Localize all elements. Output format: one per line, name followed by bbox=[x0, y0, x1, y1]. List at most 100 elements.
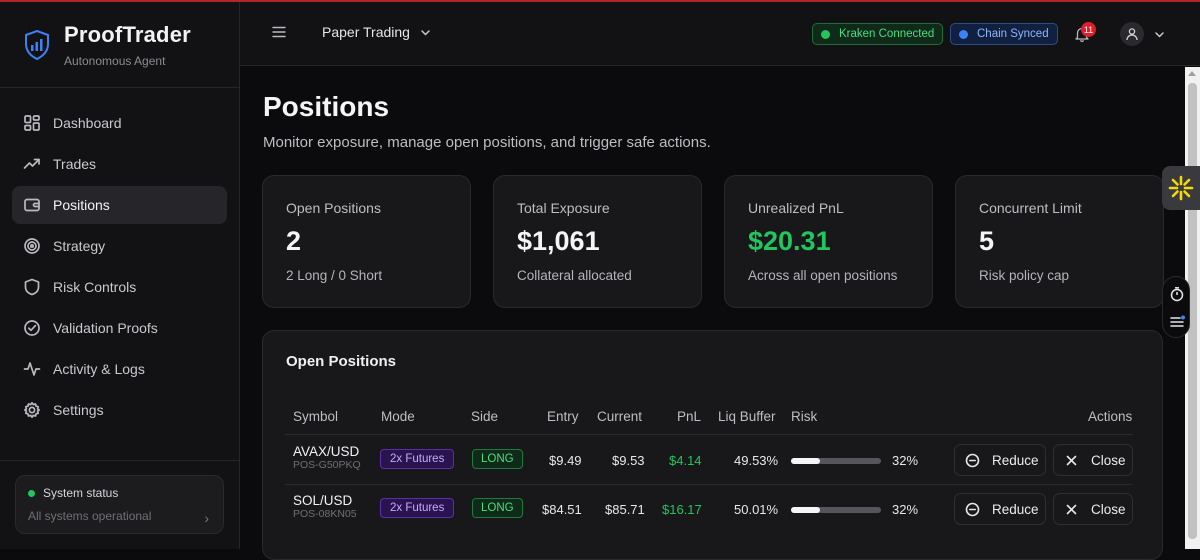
sidebar-item-strategy[interactable]: Strategy bbox=[12, 227, 227, 265]
column-header-symbol: Symbol bbox=[293, 409, 339, 424]
reduce-button[interactable]: Reduce bbox=[954, 444, 1046, 476]
system-status-subtitle: All systems operational bbox=[28, 509, 152, 523]
sidebar-nav: Dashboard Trades Positions Strategy Risk… bbox=[0, 88, 239, 429]
reduce-button-label: Reduce bbox=[992, 452, 1039, 468]
stat-card-total-exposure: Total Exposure $1,061 Collateral allocat… bbox=[493, 175, 702, 308]
position-id: POS-G50PKQ bbox=[293, 459, 361, 471]
risk-bar bbox=[791, 458, 881, 464]
sidebar-item-validation-proofs[interactable]: Validation Proofs bbox=[12, 309, 227, 347]
risk-bar-fill bbox=[791, 507, 820, 513]
symbol-name: SOL/USD bbox=[293, 493, 353, 508]
close-icon bbox=[1066, 504, 1077, 514]
chevron-right-icon: › bbox=[204, 510, 209, 526]
shield-chart-logo-icon bbox=[25, 29, 49, 60]
kraken-status-label: Kraken Connected bbox=[839, 28, 935, 40]
trading-mode-value: Paper Trading bbox=[322, 24, 410, 40]
column-header-risk: Risk bbox=[791, 409, 818, 424]
stat-subtext: 2 Long / 0 Short bbox=[286, 268, 383, 283]
symbol-cell: AVAX/USD POS-G50PKQ bbox=[293, 444, 361, 471]
system-status-card[interactable]: System status All systems operational › bbox=[15, 475, 224, 534]
column-header-side: Side bbox=[471, 409, 499, 424]
sidebar-item-dashboard[interactable]: Dashboard bbox=[12, 104, 227, 142]
check-circle-icon bbox=[23, 319, 41, 337]
column-header-entry: Entry bbox=[547, 409, 579, 424]
brand-name: ProofTrader bbox=[64, 21, 191, 47]
stat-label: Total Exposure bbox=[517, 200, 610, 216]
trading-mode-select[interactable]: Paper Trading bbox=[322, 24, 431, 40]
stat-label: Concurrent Limit bbox=[979, 200, 1082, 216]
shield-icon bbox=[23, 278, 41, 296]
status-dot-icon bbox=[28, 489, 35, 497]
chain-status-badge: Chain Synced bbox=[950, 23, 1058, 45]
sidebar-item-settings[interactable]: Settings bbox=[12, 391, 227, 429]
page-title: Positions bbox=[263, 91, 390, 122]
stat-label: Unrealized PnL bbox=[748, 200, 844, 216]
hamburger-menu-icon[interactable] bbox=[272, 26, 286, 38]
sidebar-item-risk-controls[interactable]: Risk Controls bbox=[12, 268, 227, 306]
kraken-status-badge: Kraken Connected bbox=[812, 23, 944, 45]
list-icon[interactable] bbox=[1169, 314, 1185, 330]
liq-buffer-value: 49.53% bbox=[734, 453, 779, 468]
sparkle-icon bbox=[1168, 175, 1194, 201]
stat-card-unrealized-pnl: Unrealized PnL $20.31 Across all open po… bbox=[724, 175, 933, 308]
target-icon bbox=[23, 237, 41, 255]
extension-assistant-button[interactable] bbox=[1162, 166, 1200, 210]
scroll-up-arrow-icon[interactable] bbox=[1188, 71, 1196, 76]
wallet-icon bbox=[23, 196, 41, 214]
current-price: $85.71 bbox=[605, 502, 645, 517]
stat-label: Open Positions bbox=[286, 200, 381, 216]
stat-card-open-positions: Open Positions 2 2 Long / 0 Short bbox=[262, 175, 471, 308]
chain-status-label: Chain Synced bbox=[977, 28, 1049, 40]
minus-circle-icon bbox=[965, 453, 980, 467]
stat-subtext: Across all open positions bbox=[748, 268, 898, 283]
stat-subtext: Risk policy cap bbox=[979, 268, 1070, 283]
stat-value: $20.31 bbox=[748, 226, 831, 256]
sidebar-item-trades[interactable]: Trades bbox=[12, 145, 227, 183]
column-header-current: Current bbox=[597, 409, 643, 424]
stat-subtext: Collateral allocated bbox=[517, 268, 632, 283]
sidebar-item-label: Strategy bbox=[53, 238, 106, 254]
user-icon bbox=[1126, 28, 1138, 41]
status-dot-icon bbox=[821, 29, 830, 39]
grid-icon bbox=[23, 114, 41, 132]
liq-buffer-value: 50.01% bbox=[734, 502, 779, 517]
close-icon bbox=[1066, 455, 1077, 465]
chevron-down-icon[interactable] bbox=[1154, 29, 1165, 40]
row-divider bbox=[285, 484, 1133, 485]
row-divider bbox=[285, 434, 1133, 435]
close-button[interactable]: Close bbox=[1053, 493, 1133, 525]
risk-bar-fill bbox=[791, 458, 820, 464]
avatar[interactable] bbox=[1120, 22, 1144, 46]
minus-circle-icon bbox=[965, 502, 980, 516]
main-content: Positions Monitor exposure, manage open … bbox=[240, 67, 1185, 560]
activity-icon bbox=[23, 360, 41, 378]
symbol-name: AVAX/USD bbox=[293, 444, 360, 459]
risk-value: 32% bbox=[892, 453, 919, 468]
sidebar-item-positions[interactable]: Positions bbox=[12, 186, 227, 224]
topbar: Paper Trading Kraken Connected Chain Syn… bbox=[240, 2, 1200, 66]
close-button[interactable]: Close bbox=[1053, 444, 1133, 476]
page-subtitle: Monitor exposure, manage open positions,… bbox=[263, 134, 711, 151]
reduce-button-label: Reduce bbox=[992, 501, 1039, 517]
position-id: POS-08KN05 bbox=[293, 508, 357, 520]
timer-icon[interactable] bbox=[1169, 286, 1185, 302]
chevron-down-icon bbox=[421, 29, 430, 36]
current-price: $9.53 bbox=[612, 453, 645, 468]
brand[interactable]: ProofTrader Autonomous Agent bbox=[0, 2, 239, 88]
pnl-value: $16.17 bbox=[662, 502, 702, 517]
close-button-label: Close bbox=[1091, 501, 1126, 517]
system-status-label: System status bbox=[43, 486, 119, 500]
system-status-title: System status bbox=[28, 486, 211, 500]
reduce-button[interactable]: Reduce bbox=[954, 493, 1046, 525]
symbol-cell: SOL/USD POS-08KN05 bbox=[293, 493, 357, 520]
side-badge: LONG bbox=[472, 449, 523, 469]
sidebar-item-activity-logs[interactable]: Activity & Logs bbox=[12, 350, 227, 388]
sidebar-item-label: Trades bbox=[53, 156, 97, 172]
open-positions-panel: Open Positions Symbol Mode Side Entry Cu… bbox=[262, 330, 1163, 560]
sidebar-item-label: Settings bbox=[53, 402, 104, 418]
sidebar-item-label: Positions bbox=[53, 197, 110, 213]
stat-value: $1,061 bbox=[517, 226, 600, 256]
scrollbar-thumb[interactable] bbox=[1188, 83, 1197, 539]
sidebar: ProofTrader Autonomous Agent Dashboard T… bbox=[0, 2, 240, 549]
entry-price: $9.49 bbox=[549, 453, 582, 468]
